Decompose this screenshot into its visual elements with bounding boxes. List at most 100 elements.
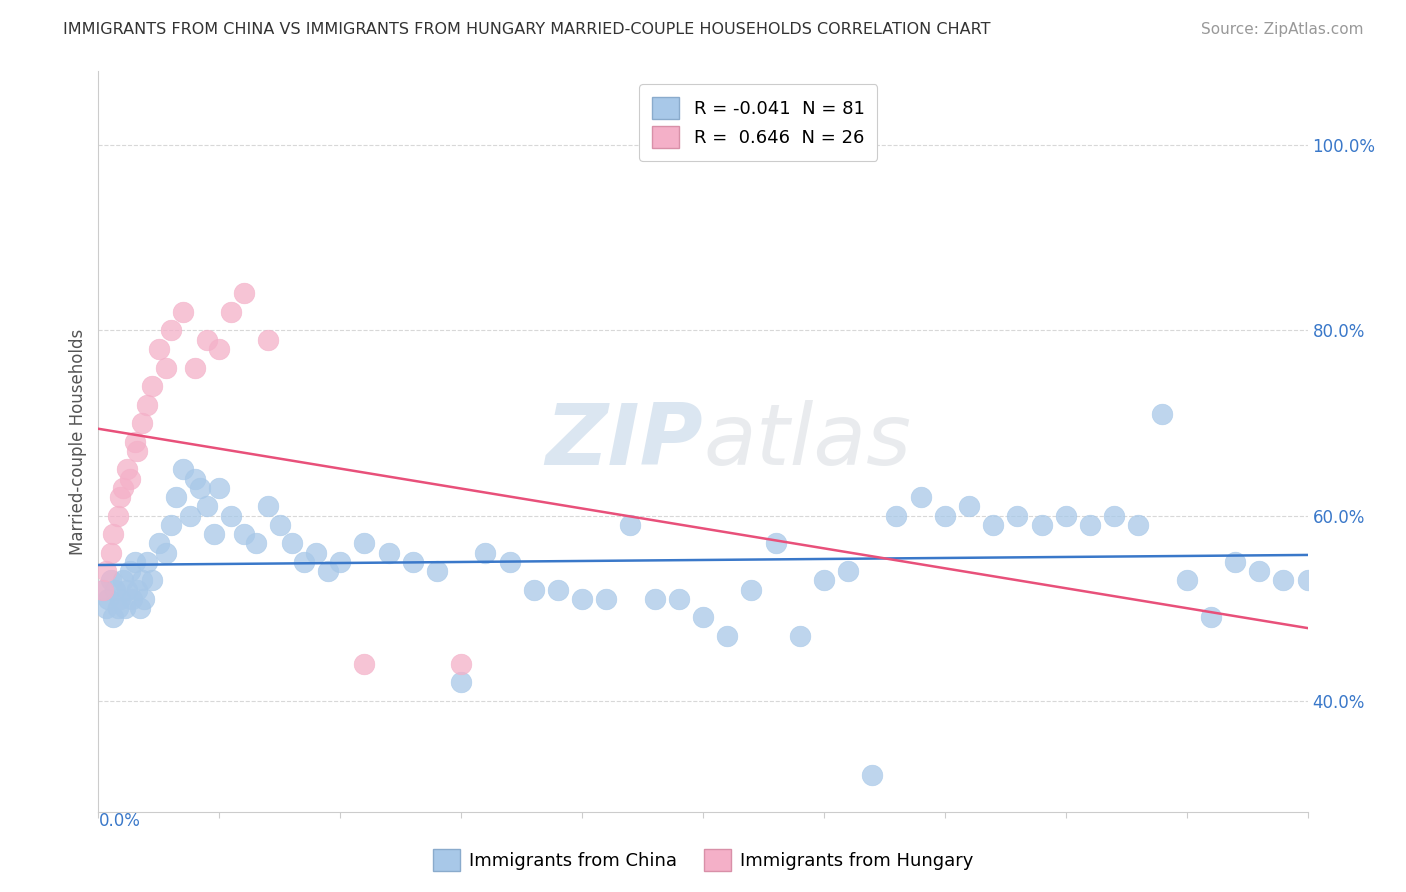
Point [1152, 407, 1174, 421]
Point [91, 582, 114, 597]
Point [117, 582, 139, 597]
Point [571, 591, 593, 606]
Point [131, 574, 153, 588]
Point [114, 601, 136, 615]
Point [377, 545, 399, 560]
Legend: R = -0.041  N = 81, R =  0.646  N = 26: R = -0.041 N = 81, R = 0.646 N = 26 [640, 84, 877, 161]
Point [860, 767, 883, 781]
Point [172, 462, 194, 476]
Point [765, 536, 787, 550]
Point [547, 582, 569, 597]
Point [91, 582, 114, 597]
Point [886, 508, 908, 523]
Point [111, 481, 134, 495]
Text: atlas: atlas [703, 400, 911, 483]
Point [172, 305, 194, 319]
Point [128, 601, 150, 615]
Point [644, 591, 666, 606]
Point [184, 360, 207, 375]
Point [232, 286, 254, 301]
Point [450, 657, 472, 671]
Point [208, 481, 231, 495]
Point [124, 434, 146, 449]
Point [281, 536, 304, 550]
Point [107, 601, 129, 615]
Point [104, 582, 127, 597]
Point [256, 500, 278, 514]
Point [692, 610, 714, 624]
Point [127, 443, 149, 458]
Point [1175, 574, 1198, 588]
Point [148, 536, 170, 550]
Point [117, 462, 139, 476]
Point [107, 508, 129, 523]
Text: IMMIGRANTS FROM CHINA VS IMMIGRANTS FROM HUNGARY MARRIED-COUPLE HOUSEHOLDS CORRE: IMMIGRANTS FROM CHINA VS IMMIGRANTS FROM… [63, 22, 991, 37]
Point [134, 591, 156, 606]
Point [619, 517, 641, 532]
Point [740, 582, 762, 597]
Point [329, 555, 352, 569]
Point [269, 517, 291, 532]
Point [108, 490, 131, 504]
Point [1054, 508, 1077, 523]
Point [232, 527, 254, 541]
Point [474, 545, 496, 560]
Point [141, 379, 163, 393]
Point [523, 582, 546, 597]
Point [124, 555, 146, 569]
Point [179, 508, 201, 523]
Text: 0.0%: 0.0% [98, 812, 141, 830]
Point [160, 517, 183, 532]
Point [957, 500, 980, 514]
Point [498, 555, 520, 569]
Point [135, 398, 157, 412]
Point [789, 629, 811, 643]
Point [97, 591, 120, 606]
Point [131, 416, 153, 430]
Point [121, 591, 143, 606]
Point [160, 323, 183, 337]
Point [100, 545, 122, 560]
Point [1031, 517, 1053, 532]
Point [1102, 508, 1125, 523]
Point [100, 574, 122, 588]
Point [450, 675, 472, 690]
Point [221, 508, 243, 523]
Legend: Immigrants from China, Immigrants from Hungary: Immigrants from China, Immigrants from H… [426, 842, 980, 879]
Point [1272, 574, 1295, 588]
Point [135, 555, 157, 569]
Point [668, 591, 690, 606]
Point [118, 472, 141, 486]
Point [1128, 517, 1150, 532]
Point [195, 333, 218, 347]
Point [127, 582, 149, 597]
Point [208, 342, 231, 356]
Point [305, 545, 328, 560]
Point [94, 564, 117, 578]
Point [813, 574, 835, 588]
Point [155, 545, 177, 560]
Point [1078, 517, 1101, 532]
Point [256, 333, 278, 347]
Text: Source: ZipAtlas.com: Source: ZipAtlas.com [1201, 22, 1364, 37]
Point [195, 500, 218, 514]
Point [101, 610, 124, 624]
Point [716, 629, 738, 643]
Point [221, 305, 243, 319]
Point [316, 564, 339, 578]
Point [910, 490, 932, 504]
Point [204, 527, 226, 541]
Point [1007, 508, 1029, 523]
Point [981, 517, 1004, 532]
Point [1249, 564, 1271, 578]
Point [402, 555, 425, 569]
Point [101, 527, 124, 541]
Point [1223, 555, 1246, 569]
Point [1296, 574, 1319, 588]
Point [426, 564, 449, 578]
Y-axis label: Married-couple Households: Married-couple Households [69, 328, 87, 555]
Point [353, 536, 375, 550]
Point [184, 472, 207, 486]
Point [1199, 610, 1222, 624]
Point [165, 490, 187, 504]
